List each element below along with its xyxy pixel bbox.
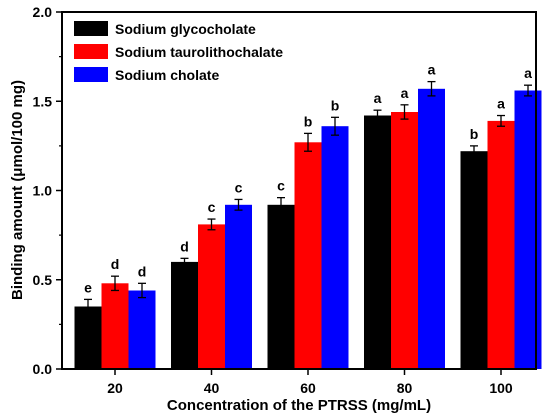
legend: Sodium glycocholate Sodium taurolithochal… bbox=[74, 21, 283, 83]
error-bar-sodium-glycocholate-100 bbox=[470, 145, 478, 158]
y-tick-label: 2.0 bbox=[33, 4, 53, 20]
significance-label: b bbox=[331, 97, 340, 113]
significance-label: d bbox=[111, 256, 120, 272]
bar-sodium-glycocholate-100 bbox=[460, 151, 488, 369]
error-bar-sodium-taurolithochalate-60 bbox=[304, 132, 312, 152]
x-tick-label: 40 bbox=[204, 380, 220, 396]
significance-label: a bbox=[428, 62, 436, 78]
bar-sodium-glycocholate-20 bbox=[74, 306, 102, 369]
significance-label: c bbox=[277, 178, 285, 194]
significance-label: c bbox=[235, 179, 243, 195]
bar-sodium-taurolithochalate-20 bbox=[101, 283, 129, 369]
error-bar-sodium-taurolithochalate-20 bbox=[111, 275, 119, 292]
legend-item-sodium-glycocholate: Sodium glycocholate bbox=[74, 21, 256, 37]
error-bar-sodium-glycocholate-40 bbox=[180, 257, 189, 267]
error-bar-sodium-taurolithochalate-40 bbox=[207, 218, 216, 231]
significance-label: a bbox=[401, 85, 409, 101]
bar-sodium-cholate-40 bbox=[225, 204, 252, 369]
significance-label: b bbox=[304, 113, 313, 129]
bar-sodium-taurolithochalate-80 bbox=[391, 112, 418, 369]
error-bar-sodium-glycocholate-60 bbox=[277, 196, 285, 213]
y-tick-label: 1.0 bbox=[33, 183, 53, 199]
bar-sodium-cholate-100 bbox=[514, 90, 542, 369]
legend-label: Sodium glycocholate bbox=[115, 21, 256, 37]
error-bar-sodium-cholate-40 bbox=[234, 198, 243, 211]
x-axis-label: Concentration of the PTRSS (mg/mL) bbox=[167, 397, 431, 414]
y-axis-label: Binding amount (μmol/100 mg) bbox=[9, 80, 26, 300]
bar-sodium-glycocholate-80 bbox=[364, 115, 391, 369]
legend-item-sodium-cholate: Sodium cholate bbox=[74, 67, 219, 83]
bars-layer bbox=[74, 80, 542, 370]
significance-label: d bbox=[180, 238, 189, 254]
significance-label: a bbox=[524, 65, 532, 81]
x-tick-label: 80 bbox=[397, 380, 413, 396]
y-tick-label: 1.5 bbox=[33, 93, 53, 109]
legend-swatch bbox=[74, 44, 108, 59]
x-tick-label: 20 bbox=[107, 380, 123, 396]
significance-label: a bbox=[497, 96, 505, 112]
y-tick-label: 0.0 bbox=[33, 361, 53, 377]
bar-sodium-glycocholate-60 bbox=[267, 204, 295, 369]
error-bar-sodium-cholate-20 bbox=[138, 282, 146, 299]
error-bar-sodium-cholate-80 bbox=[427, 80, 436, 97]
axes-layer: 20 40 60 80 100 0.0 0.5 1.0 1.5 2.0 bbox=[33, 4, 513, 396]
error-bar-sodium-cholate-100 bbox=[524, 84, 532, 97]
significance-label: b bbox=[470, 126, 479, 142]
legend-label: Sodium cholate bbox=[115, 67, 219, 83]
bar-sodium-glycocholate-40 bbox=[171, 261, 198, 369]
error-bar-sodium-glycocholate-20 bbox=[84, 298, 92, 315]
bar-sodium-taurolithochalate-40 bbox=[198, 224, 225, 369]
bar-sodium-cholate-80 bbox=[418, 88, 445, 370]
significance-label: e bbox=[84, 279, 92, 295]
x-tick-label: 100 bbox=[489, 380, 513, 396]
significance-label: c bbox=[208, 199, 216, 215]
legend-swatch bbox=[74, 67, 108, 82]
significance-label: d bbox=[138, 263, 147, 279]
bar-sodium-cholate-60 bbox=[321, 126, 349, 369]
significance-label: a bbox=[374, 90, 382, 106]
error-bar-sodium-taurolithochalate-100 bbox=[497, 114, 505, 127]
error-bar-sodium-cholate-60 bbox=[331, 116, 339, 136]
significance-labels-layer: e d d d c c c b b a a a b a a bbox=[84, 62, 532, 296]
legend-label: Sodium taurolithochalate bbox=[115, 44, 283, 60]
x-tick-label: 60 bbox=[300, 380, 316, 396]
legend-item-sodium-taurolithochalate: Sodium taurolithochalate bbox=[74, 44, 283, 60]
bar-sodium-cholate-20 bbox=[128, 290, 156, 369]
bar-sodium-taurolithochalate-100 bbox=[487, 120, 515, 370]
bar-sodium-taurolithochalate-60 bbox=[294, 142, 322, 369]
error-bar-sodium-glycocholate-80 bbox=[373, 109, 382, 122]
error-bar-sodium-taurolithochalate-80 bbox=[400, 104, 409, 120]
legend-swatch bbox=[74, 21, 108, 36]
y-tick-label: 0.5 bbox=[33, 272, 53, 288]
